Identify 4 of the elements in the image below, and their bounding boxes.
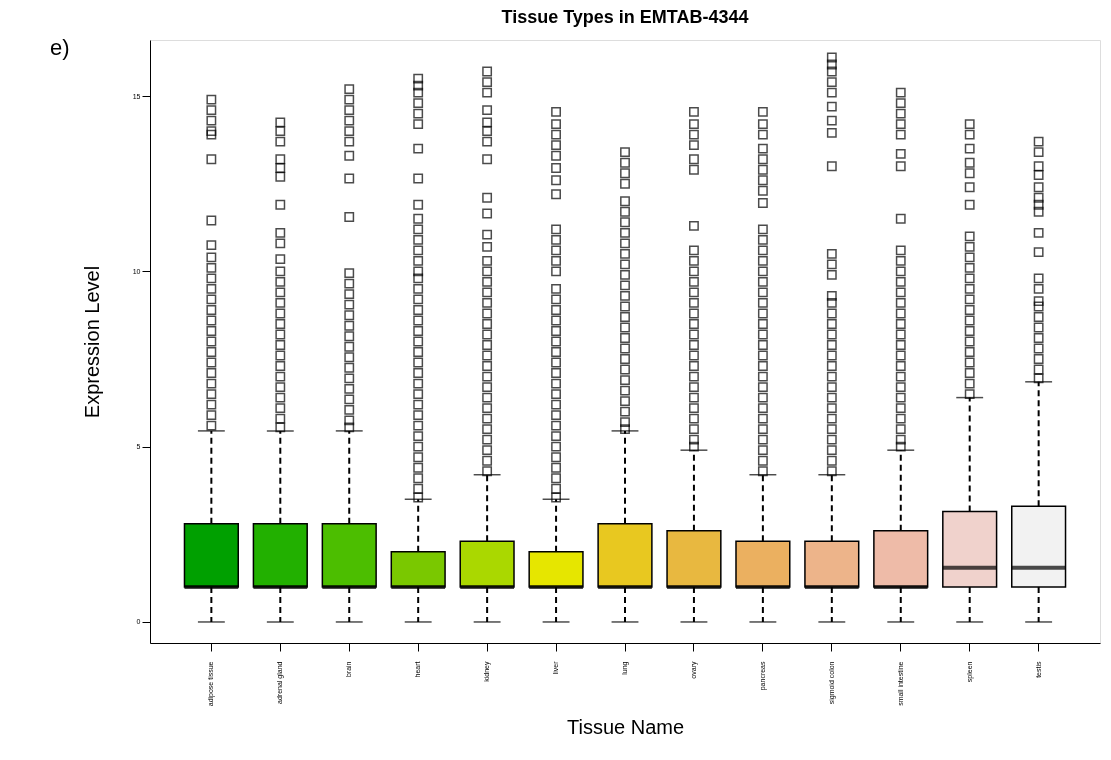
text: e) <box>50 35 70 60</box>
chart-title: Tissue Types in EMTAB-4344 <box>501 7 749 27</box>
y-axis-title: Expression Level <box>80 265 103 419</box>
x-axis-title: Tissue Name <box>566 716 685 739</box>
